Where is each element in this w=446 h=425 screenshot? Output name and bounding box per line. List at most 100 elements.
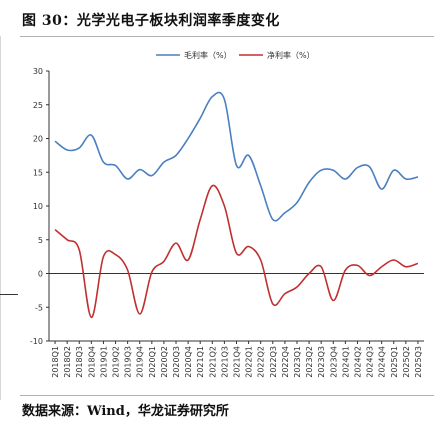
chart-series-layer xyxy=(54,91,419,319)
x-tick-label: 2019Q4 xyxy=(136,346,145,378)
series-1-point xyxy=(66,149,68,151)
series-line-1 xyxy=(54,91,419,222)
series-2-point xyxy=(115,254,117,256)
x-tick-label: 2018Q4 xyxy=(87,346,96,378)
x-tick-label: 2022Q3 xyxy=(269,346,278,378)
series-1-point xyxy=(369,166,371,168)
left-page-edge xyxy=(0,36,1,400)
y-tick-label: 5 xyxy=(38,236,43,245)
series-2-point xyxy=(369,275,371,277)
series-2-point xyxy=(211,185,213,187)
x-tick-label: 2025Q3 xyxy=(414,346,423,378)
x-tick-label: 2022Q4 xyxy=(281,346,290,378)
x-tick-label: 2019Q2 xyxy=(112,346,121,378)
series-2-point xyxy=(127,269,129,271)
left-fragment-rule xyxy=(0,294,18,295)
series-1-point xyxy=(199,117,201,119)
series-1-point xyxy=(248,154,250,156)
x-tick-label: 2021Q1 xyxy=(196,346,205,378)
series-2-point xyxy=(357,265,359,267)
legend-label-2: 净利率（%） xyxy=(267,50,315,60)
series-2-point xyxy=(381,266,383,268)
series-1-point xyxy=(320,169,322,171)
series-2-point xyxy=(199,219,201,221)
series-1-point xyxy=(115,165,117,167)
series-1-point xyxy=(54,140,56,142)
x-tick-label: 2021Q4 xyxy=(233,346,242,378)
series-2-point xyxy=(417,262,419,264)
source-note: 数据来源：Wind，华龙证券研究所 xyxy=(22,404,229,419)
x-tick-label: 2023Q4 xyxy=(329,346,338,378)
series-1-point xyxy=(296,202,298,204)
series-2-point xyxy=(187,259,189,261)
series-1-point xyxy=(284,212,286,214)
x-tick-label: 2018Q2 xyxy=(63,346,72,378)
series-2-point xyxy=(308,273,310,275)
series-1-point xyxy=(417,176,419,178)
x-tick-label: 2023Q3 xyxy=(317,346,326,378)
series-line-2 xyxy=(54,184,419,319)
x-tick-label: 2024Q4 xyxy=(378,346,387,378)
x-tick-label: 2021Q3 xyxy=(220,346,229,378)
series-2-point xyxy=(175,242,177,244)
series-2-point xyxy=(103,256,105,258)
series-1-point xyxy=(308,181,310,183)
x-tick-label: 2020Q2 xyxy=(160,346,169,378)
series-1-point xyxy=(357,167,359,169)
margin-chart: -10 -5 0 5 10 15 20 25 30 2018Q1 2018Q2 2018Q3 2018Q… xyxy=(30,50,424,378)
series-1-point xyxy=(405,178,407,180)
x-tick-label: 2023Q1 xyxy=(293,346,302,378)
series-1-point xyxy=(90,134,92,136)
x-tick-label: 2024Q2 xyxy=(353,346,362,378)
series-2-point xyxy=(296,286,298,288)
series-1-point xyxy=(344,178,346,180)
series-2-point xyxy=(236,252,238,254)
x-tick-label: 2021Q2 xyxy=(208,346,217,378)
series-1-point xyxy=(151,175,153,177)
legend-label-1: 毛利率（%） xyxy=(184,50,232,60)
series-2-point xyxy=(224,205,226,207)
x-tick-label: 2018Q1 xyxy=(51,346,60,378)
y-tick-label: 15 xyxy=(33,168,43,177)
figure-title: 图 30：光学光电子板块利润率季度变化 xyxy=(22,13,280,29)
series-2-point xyxy=(260,259,262,261)
y-tick-label: 30 xyxy=(33,67,43,76)
x-tick-label: 2020Q1 xyxy=(148,346,157,378)
series-1-point xyxy=(236,165,238,167)
x-tick-label: 2020Q4 xyxy=(184,346,193,378)
series-1-point xyxy=(272,219,274,221)
chart-axes: -10 -5 0 5 10 15 20 25 30 2018Q1 2018Q2 2018Q3 2018Q… xyxy=(30,67,424,378)
series-1-point xyxy=(260,185,262,187)
y-tick-label: 20 xyxy=(33,135,43,144)
x-tick-label: 2024Q1 xyxy=(341,346,350,378)
x-tick-label: 2022Q2 xyxy=(257,346,266,378)
series-1-point xyxy=(78,147,80,149)
y-tick-label: 25 xyxy=(33,101,43,110)
y-tick-label: 0 xyxy=(38,270,43,279)
series-2-point xyxy=(151,271,153,273)
series-1-point xyxy=(163,161,165,163)
x-tick-label: 2023Q2 xyxy=(305,346,314,378)
title-rule xyxy=(20,36,434,37)
series-2-point xyxy=(393,259,395,261)
series-1-point xyxy=(381,188,383,190)
series-2-point xyxy=(66,239,68,241)
series-2-point xyxy=(284,293,286,295)
series-2-point xyxy=(320,266,322,268)
series-2-point xyxy=(139,313,141,315)
y-tick-label: -10 xyxy=(30,337,43,346)
series-2-point xyxy=(163,260,165,262)
x-tick-label: 2025Q1 xyxy=(390,346,399,378)
series-2-point xyxy=(272,303,274,305)
y-tick-label: -5 xyxy=(35,303,43,312)
series-1-point xyxy=(211,96,213,98)
series-1-point xyxy=(224,98,226,100)
series-2-point xyxy=(332,300,334,302)
source-rule xyxy=(20,395,434,396)
series-1-point xyxy=(103,161,105,163)
series-2-point xyxy=(344,269,346,271)
series-2-point xyxy=(248,246,250,248)
series-2-point xyxy=(78,249,80,251)
x-tick-label: 2024Q3 xyxy=(366,346,375,378)
x-tick-label: 2022Q1 xyxy=(245,346,254,378)
